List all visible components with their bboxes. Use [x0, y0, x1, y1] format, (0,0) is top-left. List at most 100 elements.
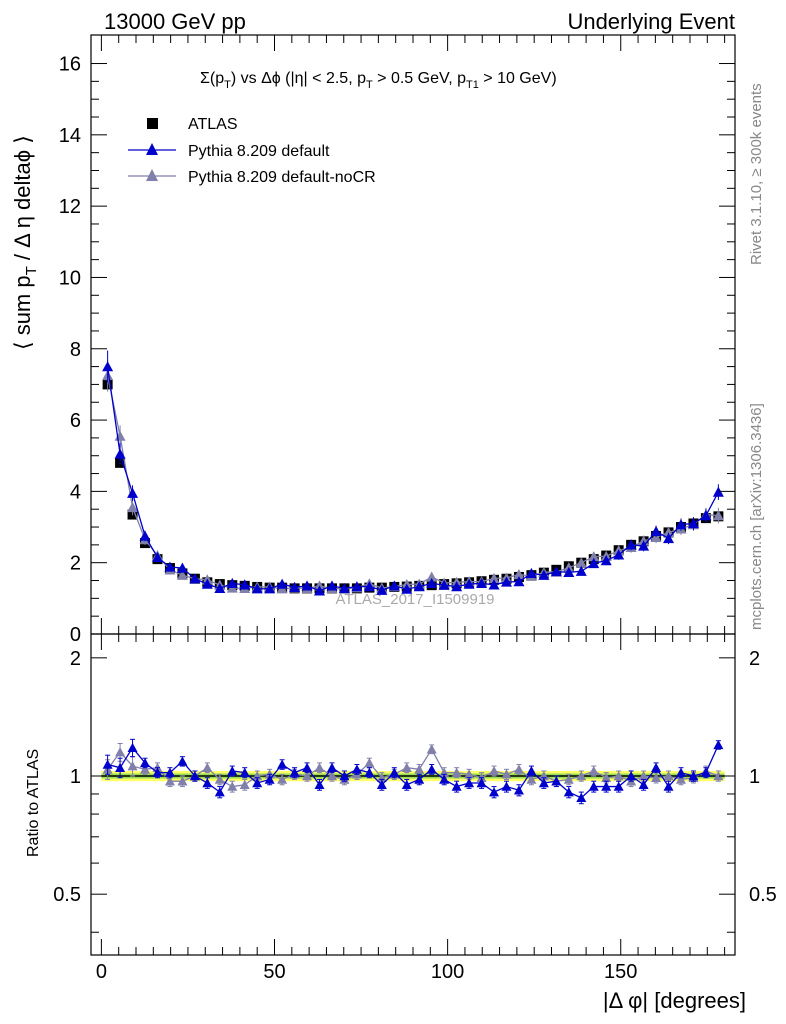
main-y-tick-label: 4 [70, 481, 81, 503]
default-point [388, 580, 400, 591]
default-point [114, 448, 126, 459]
default-point [463, 578, 475, 589]
ratio-default-point [663, 781, 674, 791]
default-point [426, 577, 438, 589]
default-point [151, 551, 163, 563]
main-y-tick-label: 10 [59, 267, 81, 289]
nocr-point [176, 569, 188, 580]
nocr-point [127, 501, 139, 513]
ratio-nocr-point [364, 757, 375, 768]
ratio-nocr-point [177, 776, 188, 786]
ratio-default-point [264, 774, 275, 784]
ratio-default-point [376, 779, 387, 790]
default-point [363, 581, 375, 592]
ratio-default-point [164, 767, 175, 777]
default-point [376, 584, 388, 595]
ratio-default-point [102, 759, 113, 769]
ratio-y-axis-label: Ratio to ATLAS [25, 749, 42, 857]
default-point [638, 540, 650, 551]
ratio-nocr-point [140, 764, 151, 774]
ratio-nocr-point [302, 771, 313, 781]
ratio-default-point [464, 777, 475, 788]
ratio-nocr-point [638, 771, 649, 781]
ratio-default-point [563, 787, 574, 797]
ratio-default-point [214, 787, 225, 797]
legend-marker-nocr [146, 169, 158, 181]
header-left: 13000 GeV pp [104, 9, 246, 34]
default-point [239, 579, 251, 590]
ratio-y-tick-label-right: 0.5 [749, 884, 777, 906]
ratio-nocr-point [239, 779, 250, 790]
ratio-nocr-point [464, 769, 475, 779]
ratio-nocr-point [127, 761, 138, 771]
ratio-nocr-point [651, 772, 662, 782]
ratio-nocr-point [314, 762, 325, 772]
default-point [650, 525, 662, 536]
main-y-tick-label: 2 [70, 553, 81, 575]
x-tick-label: 50 [263, 961, 285, 983]
ratio-nocr-point [663, 771, 674, 781]
ratio-default-point [451, 781, 462, 791]
ratio-y-tick-label: 2 [70, 648, 81, 670]
ratio-default-point [638, 779, 649, 790]
ratio-nocr-point [202, 762, 213, 772]
ratio-default-point [152, 767, 163, 777]
default-point [413, 581, 425, 592]
ratio-default-point [688, 771, 699, 781]
default-point [314, 585, 326, 596]
main-y-tick-label: 6 [70, 410, 81, 432]
default-point [214, 582, 226, 594]
ratio-default-point [588, 781, 599, 791]
ratio-nocr-point [563, 774, 574, 784]
default-point [176, 562, 188, 573]
ratio-default-point [626, 771, 637, 781]
default-point [326, 580, 338, 591]
ratio-y-tick-label: 1 [70, 766, 81, 788]
default-point [301, 580, 313, 591]
default-point [351, 581, 363, 592]
nocr-point [488, 572, 500, 584]
ratio-default-point [414, 774, 425, 784]
legend-label-atlas: ATLAS [188, 116, 238, 133]
watermark: ATLAS_2017_I1509919 [335, 591, 494, 608]
ratio-nocr-point [277, 774, 288, 784]
default-point [513, 576, 525, 587]
nocr-point [114, 430, 126, 441]
ratio-default-point [576, 792, 587, 803]
default-point [538, 569, 550, 580]
main-y-tick-label: 16 [59, 54, 81, 76]
default-point [600, 555, 612, 566]
ratio-default-point [675, 767, 686, 777]
default-point [338, 582, 350, 594]
ratio-default-point [513, 785, 524, 795]
default-point [401, 583, 413, 594]
default-point [687, 517, 699, 529]
x-tick-label: 0 [96, 961, 107, 983]
legend-label-default: Pythia 8.209 default [188, 143, 330, 160]
nocr-line [106, 375, 719, 590]
default-point [451, 581, 463, 592]
ratio-default-point [127, 742, 138, 753]
nocr-point [712, 510, 724, 521]
ratio-nocr-point [451, 767, 462, 777]
x-tick-label: 100 [431, 961, 464, 983]
ratio-nocr-point [576, 771, 587, 781]
ratio-nocr-point [401, 762, 412, 772]
ratio-default-point [177, 756, 188, 766]
ratio-default-point [426, 764, 437, 774]
ratio-default-point [439, 774, 450, 784]
default-point [276, 578, 288, 589]
default-point [289, 581, 301, 592]
ratio-nocr-point [115, 747, 126, 757]
main-y-tick-label: 8 [70, 339, 81, 361]
default-point [139, 530, 151, 541]
default-point [164, 561, 176, 572]
ratio-default-point [277, 759, 288, 769]
ratio-default-point [489, 787, 500, 797]
ratio-default-point [551, 776, 562, 786]
ratio-default-point [289, 767, 300, 777]
default-point [525, 567, 537, 579]
ratio-default-point [339, 771, 350, 781]
default-point [712, 486, 724, 497]
ratio-nocr-point [227, 781, 238, 791]
